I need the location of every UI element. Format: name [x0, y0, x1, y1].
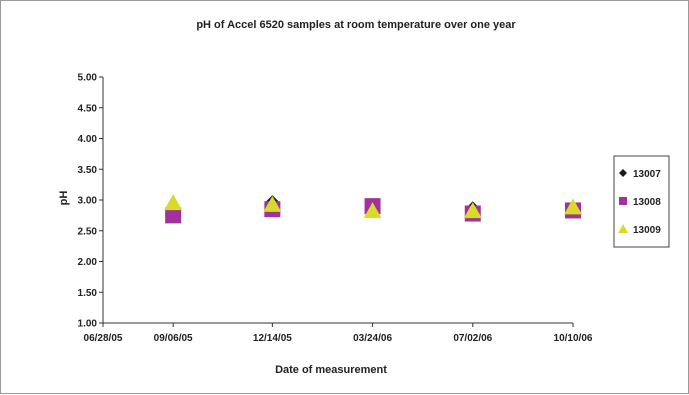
data-point-13009 — [564, 198, 582, 215]
y-tick-label: 3.00 — [78, 196, 98, 207]
legend-marker-13007 — [619, 169, 627, 177]
x-tick-label: 03/24/06 — [353, 333, 392, 344]
y-tick-label: 4.50 — [78, 103, 98, 114]
series-13007 — [264, 195, 581, 218]
marks — [164, 194, 582, 224]
series-13009 — [164, 194, 582, 219]
chart-title: pH of Accel 6520 samples at room tempera… — [196, 19, 516, 31]
legend-marker-13009 — [618, 224, 628, 233]
x-tick-label: 12/14/05 — [253, 333, 292, 344]
y-axis-title: pH — [58, 191, 70, 206]
x-tick-label: 10/10/06 — [554, 333, 593, 344]
x-axis-title: Date of measurement — [275, 364, 387, 376]
y-tick-label: 2.50 — [78, 226, 98, 237]
y-tick-label: 4.00 — [78, 134, 98, 145]
y-tick-label: 1.50 — [78, 288, 98, 299]
y-tick-label: 5.00 — [78, 73, 98, 84]
x-tick-label: 06/28/05 — [84, 333, 123, 344]
legend: 13007 13008 13009 — [613, 155, 670, 248]
data-point-13009 — [263, 195, 282, 212]
legend-label-13008: 13008 — [633, 197, 661, 208]
axes: 1.00 1.50 2.00 2.50 3.00 3.50 4.00 4.50 5.00 06/2… — [78, 73, 593, 345]
legend-items: 13007 13008 13009 — [618, 169, 661, 236]
data-point-13009 — [164, 194, 183, 211]
x-tick-label: 07/02/06 — [453, 333, 492, 344]
legend-label-13007: 13007 — [633, 169, 661, 180]
y-tick-label: 1.00 — [78, 319, 98, 330]
x-tick-label: 09/06/05 — [154, 333, 193, 344]
y-tick-label: 3.50 — [78, 165, 98, 176]
data-point-13009 — [363, 202, 382, 219]
legend-label-13009: 13009 — [633, 225, 661, 236]
data-point-13008 — [165, 207, 182, 224]
data-point-13009 — [463, 202, 482, 219]
y-tick-label: 2.00 — [78, 257, 98, 268]
legend-marker-13008 — [619, 197, 627, 205]
